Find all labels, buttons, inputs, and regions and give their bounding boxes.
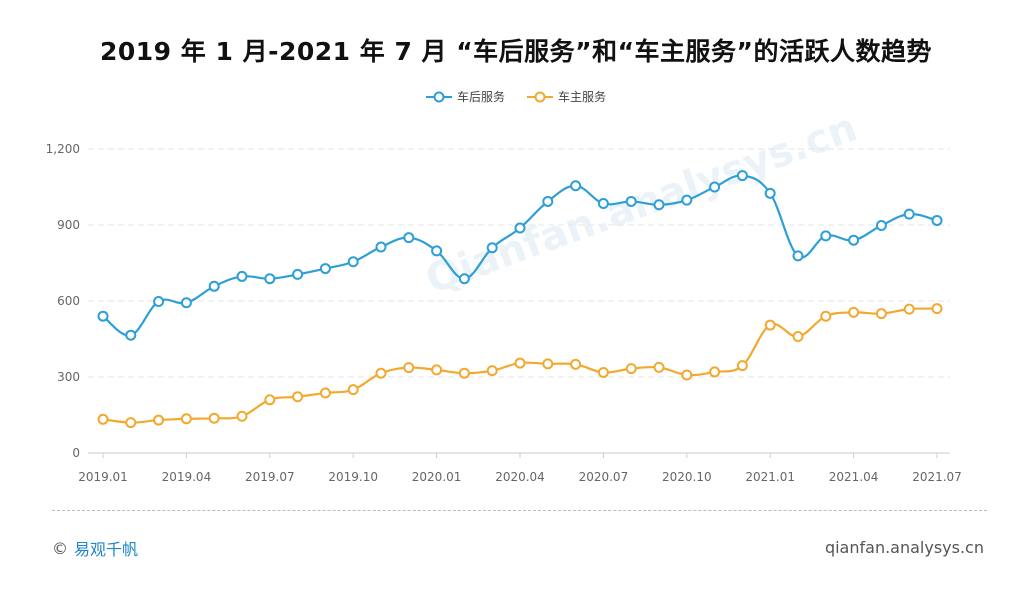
data-point-series2[interactable] [514,357,526,369]
data-point-series2[interactable] [431,364,443,376]
data-point-series2[interactable] [180,413,192,425]
y-tick-label: 1,200 [46,142,80,156]
data-point-series2[interactable] [153,414,165,426]
data-point-series1[interactable] [903,208,915,220]
data-point-series2[interactable] [848,306,860,318]
data-point-series2[interactable] [486,365,498,377]
x-tick-label: 2021.07 [912,470,962,484]
data-point-series2[interactable] [208,412,220,424]
data-point-series1[interactable] [319,263,331,275]
footer-site[interactable]: qianfan.analysys.cn [824,538,984,557]
x-tick-label: 2019.07 [245,470,295,484]
legend-swatch-series2 [527,91,553,102]
x-tick-label: 2020.07 [579,470,629,484]
data-point-series2[interactable] [625,363,637,375]
data-point-series1[interactable] [848,234,860,246]
data-point-series1[interactable] [236,270,248,282]
legend-label-series2: 车主服务 [558,90,607,104]
data-point-series2[interactable] [792,330,804,342]
data-point-series1[interactable] [875,220,887,232]
data-point-series2[interactable] [931,303,943,315]
x-tick-label: 2019.01 [78,470,128,484]
data-point-series1[interactable] [97,310,109,322]
data-point-series2[interactable] [653,361,665,373]
data-point-series1[interactable] [180,297,192,309]
x-tick-label: 2021.04 [829,470,879,484]
data-point-series2[interactable] [681,369,693,381]
series-line-1 [102,174,938,337]
data-point-series2[interactable] [709,366,721,378]
legend-item-series2[interactable]: 车主服务 [527,88,606,105]
data-point-series2[interactable] [736,360,748,372]
legend-item-series1[interactable]: 车后服务 [425,88,505,105]
data-point-series2[interactable] [597,366,609,378]
y-tick-label: 0 [72,446,80,460]
data-point-series2[interactable] [542,358,554,370]
legend-swatch-series1 [425,91,452,102]
x-tick-label: 2020.01 [412,470,462,484]
data-point-series2[interactable] [125,417,137,429]
data-point-series2[interactable] [264,394,276,406]
data-point-series1[interactable] [709,181,721,193]
data-point-series2[interactable] [458,367,470,379]
data-point-series2[interactable] [97,413,109,425]
data-point-series1[interactable] [208,280,220,292]
data-point-series2[interactable] [570,358,582,370]
data-point-series2[interactable] [903,303,915,315]
y-tick-label: 900 [57,218,80,232]
data-point-series1[interactable] [264,273,276,285]
legend-label-series1: 车后服务 [456,90,505,104]
footer-divider [52,510,987,511]
data-point-series1[interactable] [375,241,387,253]
copyright-icon: © [52,538,68,558]
data-point-series1[interactable] [347,256,359,268]
data-point-series1[interactable] [653,199,665,211]
y-tick-label: 300 [57,370,80,384]
x-tick-label: 2019.10 [328,470,378,484]
data-point-series1[interactable] [403,232,415,244]
data-point-series1[interactable] [597,197,609,209]
footer-brand: © 易观千帆 [52,536,138,560]
brand-name: 易观千帆 [74,540,139,559]
data-point-series1[interactable] [458,273,470,285]
data-point-series1[interactable] [681,194,693,206]
data-point-series2[interactable] [403,362,415,374]
chart-title: 2019 年 1 月-2021 年 7 月 “车后服务”和“车主服务”的活跃人数… [100,37,932,66]
x-tick-label: 2019.04 [162,470,212,484]
data-point-series1[interactable] [514,222,526,234]
data-point-series1[interactable] [792,250,804,262]
data-point-series1[interactable] [820,230,832,242]
data-point-series2[interactable] [820,310,832,322]
data-point-series2[interactable] [375,367,387,379]
legend: 车后服务 车主服务 [0,88,1032,105]
data-point-series1[interactable] [125,329,137,341]
data-point-series2[interactable] [764,319,776,331]
data-point-series1[interactable] [931,214,943,226]
y-tick-label: 600 [57,294,80,308]
data-point-series2[interactable] [319,387,331,399]
data-point-series2[interactable] [236,410,248,422]
data-point-series1[interactable] [764,187,776,199]
x-tick-label: 2020.04 [495,470,545,484]
x-tick-label: 2020.10 [662,470,712,484]
data-point-series1[interactable] [736,170,748,182]
data-point-series2[interactable] [292,391,304,403]
data-point-series2[interactable] [347,384,359,396]
line-chart: 0 300 600 900 1,200 2019.01 2019.04 2019.07 2019… [46,142,962,484]
data-point-series1[interactable] [625,195,637,207]
data-point-series1[interactable] [292,268,304,280]
data-point-series1[interactable] [431,245,443,257]
data-point-series1[interactable] [542,195,554,207]
data-point-series1[interactable] [153,296,165,308]
data-point-series2[interactable] [875,308,887,320]
x-tick-label: 2021.01 [745,470,795,484]
data-point-series1[interactable] [486,242,498,254]
data-point-series1[interactable] [570,180,582,192]
